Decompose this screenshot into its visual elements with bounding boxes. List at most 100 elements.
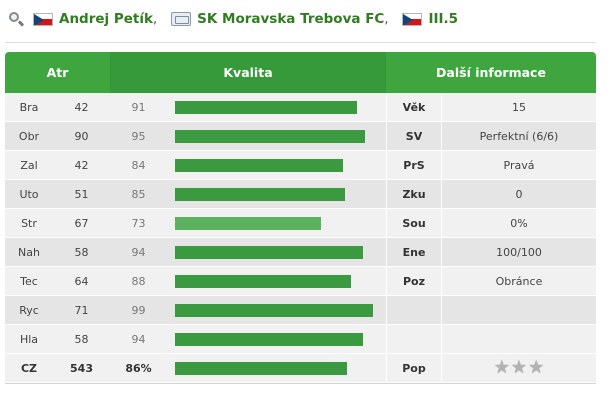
attribute-value: 58 bbox=[74, 245, 89, 259]
table-row: Obr 90 95 SV Perfektní (6/6) bbox=[5, 122, 596, 151]
table-body: Bra 42 91 Věk 15 Obr 90 95 SV Perfektní (6/6) Zal 4… bbox=[5, 93, 596, 354]
attribute-abbr: Tec bbox=[20, 274, 38, 288]
info-label bbox=[386, 296, 441, 324]
quality-bar-cell bbox=[167, 151, 386, 179]
table-row: Nah 58 94 Ene 100/100 bbox=[5, 238, 596, 267]
player-header: Andrej Petík , SK Moravska Trebova FC , … bbox=[8, 6, 608, 32]
table-row: Hla 58 94 bbox=[5, 325, 596, 354]
info-value: 0 bbox=[441, 180, 596, 208]
column-header-atr[interactable]: Atr bbox=[46, 65, 69, 80]
separator: , bbox=[384, 11, 389, 27]
info-label: Sou bbox=[386, 209, 441, 237]
quality-bar bbox=[175, 362, 347, 375]
info-label bbox=[386, 325, 441, 353]
attribute-quality: 99 bbox=[131, 303, 146, 317]
attribute-value: 90 bbox=[74, 129, 89, 143]
info-value bbox=[441, 325, 596, 353]
magnifier-icon[interactable] bbox=[8, 11, 25, 27]
attribute-quality: 88 bbox=[131, 274, 146, 288]
attribute-abbr: Obr bbox=[18, 129, 40, 143]
quality-bar-cell bbox=[167, 267, 386, 295]
quality-bar bbox=[175, 304, 373, 317]
star-icon: ★ bbox=[510, 357, 528, 378]
table-row: Str 67 73 Sou 0% bbox=[5, 209, 596, 238]
info-value bbox=[441, 296, 596, 324]
czech-flag-icon bbox=[402, 12, 423, 26]
table-header: Atr Kvalita Další informace bbox=[5, 52, 596, 93]
attribute-value: 42 bbox=[74, 158, 89, 172]
attribute-value: 51 bbox=[74, 187, 89, 201]
info-value: Pravá bbox=[441, 151, 596, 179]
czech-flag-icon bbox=[33, 12, 53, 26]
attribute-value: 71 bbox=[74, 303, 89, 317]
attribute-value: 64 bbox=[74, 274, 89, 288]
quality-bar-cell bbox=[167, 93, 386, 121]
league-link[interactable]: III.5 bbox=[428, 11, 459, 27]
info-label: Zku bbox=[386, 180, 441, 208]
player-name-link[interactable]: Andrej Petík bbox=[59, 11, 153, 27]
attribute-abbr: Ryc bbox=[19, 303, 39, 317]
total-quality: 86% bbox=[125, 361, 152, 375]
quality-bar-cell bbox=[167, 209, 386, 237]
table-row: Zal 42 84 PrS Pravá bbox=[5, 151, 596, 180]
club-card-icon bbox=[171, 12, 192, 26]
table-row: Uto 51 85 Zku 0 bbox=[5, 180, 596, 209]
attribute-abbr: Str bbox=[21, 216, 37, 230]
info-label: SV bbox=[386, 122, 441, 150]
attribute-quality: 85 bbox=[131, 187, 146, 201]
info-value: 100/100 bbox=[441, 238, 596, 266]
attribute-quality: 94 bbox=[131, 245, 146, 259]
table-row: Ryc 71 99 bbox=[5, 296, 596, 325]
nationality-code: CZ bbox=[20, 361, 38, 375]
info-value: 15 bbox=[441, 93, 596, 121]
total-value: 543 bbox=[70, 361, 93, 375]
info-value: Perfektní (6/6) bbox=[441, 122, 596, 150]
info-label: Pop bbox=[386, 354, 441, 382]
star-icon: ★ bbox=[493, 357, 510, 378]
quality-bar bbox=[175, 188, 345, 201]
attribute-abbr: Zal bbox=[20, 158, 38, 172]
quality-bar-cell bbox=[167, 122, 386, 150]
attribute-quality: 84 bbox=[131, 158, 146, 172]
info-value: Obránce bbox=[441, 267, 596, 295]
quality-bar-cell bbox=[167, 354, 386, 382]
quality-bar-cell bbox=[167, 296, 386, 324]
separator: , bbox=[152, 11, 158, 27]
star-icon: ★ bbox=[528, 357, 545, 378]
header-divider bbox=[5, 42, 596, 43]
quality-bar bbox=[175, 275, 351, 288]
attribute-abbr: Uto bbox=[19, 187, 39, 201]
attribute-quality: 91 bbox=[131, 100, 146, 114]
table-bottom-border bbox=[5, 383, 596, 384]
attribute-quality: 95 bbox=[131, 129, 146, 143]
attribute-abbr: Bra bbox=[19, 100, 39, 114]
attribute-quality: 73 bbox=[131, 216, 146, 230]
quality-bar-cell bbox=[167, 325, 386, 353]
table-row: Bra 42 91 Věk 15 bbox=[5, 93, 596, 122]
popularity-stars: ★ ★ ★ bbox=[441, 354, 596, 382]
info-label: Ene bbox=[386, 238, 441, 266]
attribute-quality: 94 bbox=[131, 332, 146, 346]
club-link[interactable]: SK Moravska Trebova FC bbox=[197, 11, 385, 27]
attribute-value: 42 bbox=[74, 100, 89, 114]
quality-bar bbox=[175, 333, 363, 346]
table-row-total: CZ 543 86% Pop ★ ★ ★ bbox=[5, 354, 596, 383]
player-attributes-table: Atr Kvalita Další informace Bra 42 91 Věk 15… bbox=[5, 52, 596, 384]
column-header-info: Další informace bbox=[436, 65, 546, 80]
info-label: PrS bbox=[386, 151, 441, 179]
quality-bar bbox=[175, 159, 343, 172]
quality-bar-cell bbox=[167, 180, 386, 208]
column-header-kvalita[interactable]: Kvalita bbox=[110, 52, 386, 93]
quality-bar-cell bbox=[167, 238, 386, 266]
info-label: Poz bbox=[386, 267, 441, 295]
quality-bar bbox=[175, 101, 357, 114]
attribute-abbr: Hla bbox=[19, 332, 39, 346]
attribute-abbr: Nah bbox=[18, 245, 40, 259]
quality-bar bbox=[175, 246, 363, 259]
attribute-value: 58 bbox=[74, 332, 89, 346]
info-label: Věk bbox=[386, 93, 441, 121]
quality-bar bbox=[175, 217, 321, 230]
info-value: 0% bbox=[441, 209, 596, 237]
table-row: Tec 64 88 Poz Obránce bbox=[5, 267, 596, 296]
attribute-value: 67 bbox=[74, 216, 89, 230]
